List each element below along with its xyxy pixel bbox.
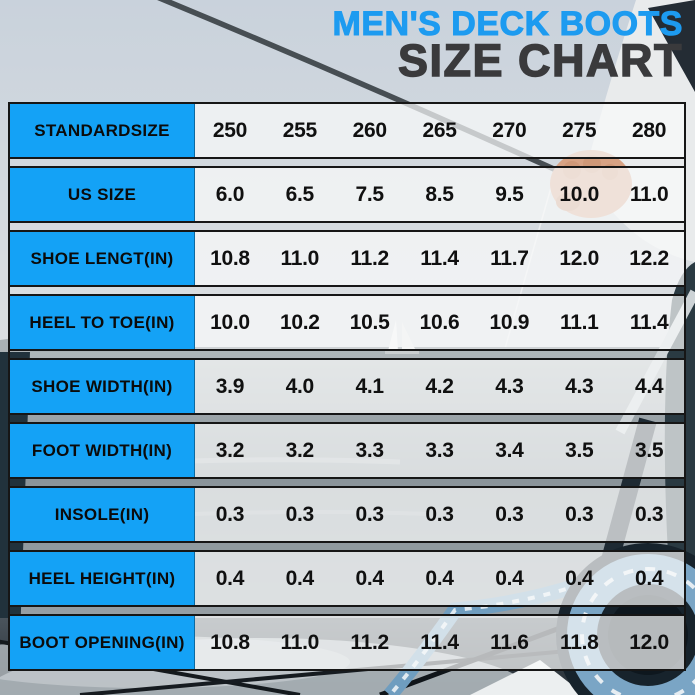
size-value: 11.4 [420,630,459,654]
size-value: 0.3 [565,502,594,526]
table-row: SHOE WIDTH(IN) 3.9 4.0 4.1 4.2 4.3 4.3 4.4 [10,358,684,415]
size-value: 10.2 [279,310,320,334]
size-value: 4.1 [355,374,385,398]
size-value: 8.5 [425,182,454,206]
size-value: 3.9 [215,374,245,398]
row-values: 3.9 4.0 4.1 4.2 4.3 4.3 4.4 [195,360,684,413]
row-values: 10.8 11.0 11.2 11.4 11.6 11.8 12.0 [195,616,684,669]
size-value: 10.9 [489,310,530,334]
chart-title: SIZE CHART [397,35,683,87]
size-value: 0.4 [634,566,664,590]
size-value: 0.4 [355,566,385,590]
size-value: 0.4 [565,566,594,590]
size-value: 0.3 [634,502,664,526]
size-value: 11.2 [350,246,389,270]
size-value: 11.0 [280,630,320,654]
size-value: 275 [562,118,597,142]
row-label: SHOE LENGT(IN) [10,232,195,285]
table-row: SHOE LENGT(IN) 10.8 11.0 11.2 11.4 11.7 12.0 1… [10,230,684,287]
table-row: HEEL TO TOE(IN) 10.0 10.2 10.5 10.6 10.9 11.1… [10,294,684,351]
size-value: 0.3 [495,502,524,526]
size-value: 4.0 [285,374,315,398]
size-value: 11.0 [629,182,669,206]
size-value: 11.2 [350,630,389,654]
fishing-rod [157,0,602,193]
size-value: 255 [282,118,317,142]
row-label: BOOT OPENING(IN) [10,616,195,669]
size-value: 10.6 [419,310,460,334]
table-row: STANDARDSIZE 250 255 260 265 270 275 280 [10,102,684,159]
size-value: 3.3 [425,438,454,462]
row-label: HEEL TO TOE(IN) [10,296,195,349]
size-value: 270 [492,118,527,142]
size-value: 0.3 [425,502,454,526]
size-value: 3.4 [495,438,524,462]
table-row: US SIZE 6.0 6.5 7.5 8.5 9.5 10.0 11.0 [10,166,684,223]
row-values: 10.0 10.2 10.5 10.6 10.9 11.1 11.4 [195,296,684,349]
row-values: 6.0 6.5 7.5 8.5 9.5 10.0 11.0 [195,168,684,221]
size-value: 4.4 [634,374,664,398]
size-value: 11.4 [420,246,459,270]
row-values: 250 255 260 265 270 275 280 [195,104,684,157]
size-value: 0.4 [285,566,315,590]
size-value: 11.4 [629,310,669,334]
size-value: 0.4 [425,566,454,590]
size-value: 3.2 [215,438,245,462]
size-value: 10.8 [210,246,250,270]
size-value: 11.8 [559,630,599,654]
size-value: 10.8 [210,630,250,654]
size-value: 10.0 [210,310,250,334]
size-value: 10.5 [349,310,390,334]
size-value: 11.7 [490,246,529,270]
size-value: 280 [632,118,667,142]
row-label: FOOT WIDTH(IN) [10,424,195,477]
table-row: HEEL HEIGHT(IN) 0.4 0.4 0.4 0.4 0.4 0.4 0.4 [10,550,684,607]
jacket-collar [648,0,695,92]
size-value: 12.2 [629,246,669,270]
size-value: 4.3 [495,374,524,398]
size-value: 11.6 [490,630,529,654]
size-value: 4.3 [565,374,594,398]
row-values: 3.2 3.2 3.3 3.3 3.4 3.5 3.5 [195,424,684,477]
size-value: 4.2 [425,374,454,398]
size-value: 3.5 [565,438,594,462]
size-value: 3.2 [285,438,315,462]
size-value: 0.4 [495,566,524,590]
size-value: 250 [212,118,247,142]
product-title: MEN'S DECK BOOTS [332,5,683,44]
row-label: SHOE WIDTH(IN) [10,360,195,413]
size-value: 11.1 [559,310,599,334]
size-value: 9.5 [495,182,524,206]
row-label: STANDARDSIZE [10,104,195,157]
row-values: 0.4 0.4 0.4 0.4 0.4 0.4 0.4 [195,552,684,605]
header: MEN'S DECK BOOTS SIZE CHART [332,5,683,87]
row-label: US SIZE [10,168,195,221]
size-value: 10.0 [559,182,600,206]
table-row: INSOLE(IN) 0.3 0.3 0.3 0.3 0.3 0.3 0.3 [10,486,684,543]
size-value: 3.3 [355,438,385,462]
row-label: INSOLE(IN) [10,488,195,541]
size-value: 265 [422,118,457,142]
table-row: BOOT OPENING(IN) 10.8 11.0 11.2 11.4 11.6 11.… [10,614,684,671]
size-value: 12.0 [629,630,669,654]
size-table: STANDARDSIZE 250 255 260 265 270 275 280 US SI… [8,102,686,671]
size-value: 12.0 [559,246,600,270]
size-value: 0.3 [215,502,245,526]
size-value: 0.3 [355,502,385,526]
size-value: 0.3 [285,502,315,526]
size-value: 3.5 [634,438,664,462]
size-value: 7.5 [355,182,385,206]
sail-corner [470,660,585,695]
table-row: FOOT WIDTH(IN) 3.2 3.2 3.3 3.3 3.4 3.5 3.5 [10,422,684,479]
size-value: 6.5 [285,182,315,206]
row-label: HEEL HEIGHT(IN) [10,552,195,605]
size-value: 11.0 [280,246,320,270]
size-value: 0.4 [215,566,245,590]
size-value: 6.0 [215,182,245,206]
row-values: 0.3 0.3 0.3 0.3 0.3 0.3 0.3 [195,488,684,541]
size-value: 260 [352,118,387,142]
row-values: 10.8 11.0 11.2 11.4 11.7 12.0 12.2 [195,232,684,285]
